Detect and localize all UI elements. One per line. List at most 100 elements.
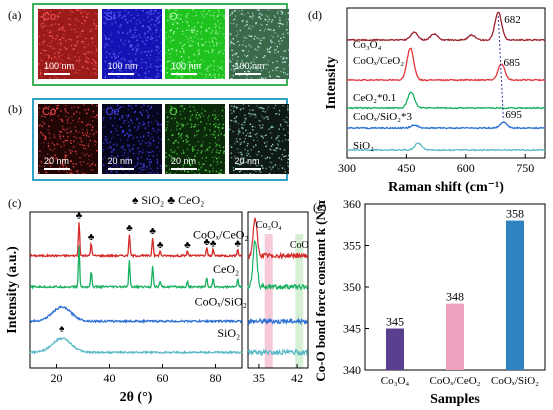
bar-value-label: 348 (446, 290, 464, 304)
raman-chart: 300 450 600 750 Raman shift (cm⁻¹) Intensity C… (324, 7, 546, 195)
x-tick-label: 42 (291, 371, 303, 385)
eds-map-tile: 100 nm (228, 9, 289, 79)
panel-label-e: (e) (313, 200, 327, 214)
scale-bar-label: 100 nm (107, 61, 138, 71)
x-tick-label: 300 (338, 161, 356, 175)
ceo2-peak-marker: ♣ (203, 237, 210, 248)
y-tick-label: 345 (343, 322, 361, 336)
eds-element-label: O (169, 106, 178, 118)
raman-series-line (346, 91, 546, 110)
eds-element-label: Ce (105, 106, 120, 118)
plot-frame (29, 211, 243, 369)
ceo2-peak-marker: ♣ (88, 232, 95, 243)
xrd-zoom-series-line (247, 240, 309, 291)
xrd-series-line (29, 245, 243, 290)
scale-bar-label: 20 nm (44, 156, 70, 166)
raman-series-line (346, 142, 546, 152)
scale-bar (44, 73, 70, 75)
ceo2-peak-marker: ♣ (184, 240, 191, 251)
x-tick-label: Co₃O₄ (381, 375, 410, 387)
x-tick-label: 80 (210, 371, 222, 385)
y-tick-label: 340 (343, 363, 361, 377)
scale-bar (171, 73, 197, 75)
series-label: CoOₓ/CeO₂ (353, 55, 404, 67)
series-label: Co₃O₄ (353, 39, 382, 51)
x-tick-label: 20 (51, 371, 63, 385)
panel-label-d: (d) (308, 8, 322, 22)
bar (386, 328, 404, 370)
x-tick-label: 60 (157, 371, 169, 385)
scale-bar-label: 20 nm (107, 156, 133, 166)
plot-frame (346, 7, 546, 159)
eds-map-tile: Co 100 nm (38, 9, 98, 79)
peak-annotation: 695 (505, 109, 522, 121)
scale-bar (107, 168, 134, 170)
series-label: CeO₂ (213, 262, 239, 276)
ceo2-peak-marker: ♣ (234, 238, 241, 249)
eds-map-tile: 20 nm (228, 104, 289, 174)
eds-map-tile: Si 100 nm (101, 9, 162, 79)
bar (506, 220, 524, 370)
eds-map-tile: O 20 nm (165, 104, 225, 174)
xrd-series-line (29, 305, 242, 324)
x-axis-label: Samples (430, 392, 480, 407)
x-tick-label: 40 (104, 371, 116, 385)
eds-map-panel-a: Co 100 nm Si 100 nm O 100 nm 100 nm (32, 3, 289, 86)
y-axis-label: Co-O bond force constant k (N/m) (313, 200, 328, 382)
series-label: CoOₓ/CeO₂ (193, 228, 249, 242)
eds-map-tile: Co 20 nm (38, 104, 98, 174)
xrd-zoom-series-line (247, 348, 309, 357)
series-label: SiO₂ (353, 140, 374, 152)
scale-bar (234, 73, 261, 75)
series-label: CoOₓ/SiO₂*3 (353, 111, 412, 123)
eds-element-label: Co (42, 11, 57, 23)
x-axis-label: Raman shift (cm⁻¹) (388, 180, 504, 195)
eds-map-tile: Ce 20 nm (101, 104, 162, 174)
ceo2-peak-marker: ♣ (210, 238, 217, 249)
xrd-series-line (29, 336, 243, 356)
x-tick-label: 35 (253, 371, 265, 385)
ceo2-peak-marker: ♣ (149, 226, 156, 237)
raman-series-line (346, 121, 546, 130)
y-axis-label: Intensity (324, 57, 339, 110)
co3o4-label: Co₃O₄ (256, 220, 282, 231)
y-tick-label: 350 (343, 280, 361, 294)
ceo2-peak-marker: ♣ (157, 240, 164, 251)
scale-bar-label: 20 nm (234, 156, 260, 166)
scale-bar-label: 100 nm (44, 61, 75, 71)
plot-frame (247, 211, 309, 369)
xrd-zoom-chart: Co₃O₄ CoO 35 42 (247, 211, 309, 385)
series-label: CeO₂*0.1 (353, 92, 396, 104)
series-label: SiO₂ (217, 326, 240, 340)
xrd-zoom-series-line (247, 317, 309, 326)
xrd-zoom-series-line (247, 217, 309, 260)
eds-element-label: O (169, 11, 178, 23)
ceo2-peak-marker: ♣ (76, 210, 83, 221)
y-tick-label: 360 (343, 200, 361, 211)
series-label: CoOₓ/SiO₂ (195, 295, 247, 309)
raman-series-line (346, 47, 545, 82)
coo-label: CoO (290, 240, 309, 251)
scale-bar (171, 168, 197, 170)
scale-bar (44, 168, 70, 170)
sio2-peak-marker: ♠ (59, 324, 65, 335)
x-tick-label: 600 (457, 161, 475, 175)
x-tick-label: CoOₓ/SiO₂ (491, 375, 539, 387)
scale-bar (234, 168, 261, 170)
raman-series-line (346, 11, 546, 42)
x-axis-label: 2θ (°) (120, 390, 153, 405)
x-tick-label: 750 (516, 161, 534, 175)
ceo2-peak-marker: ♣ (126, 223, 133, 234)
scale-bar-label: 100 nm (234, 61, 265, 71)
legend-entry: ♠ SiO₂ ♣ CeO₂ (132, 193, 204, 207)
bar (446, 303, 464, 370)
highlight-band (295, 234, 304, 368)
eds-map-panel-b: Co 20 nm Ce 20 nm O 20 nm 20 nm (32, 98, 289, 181)
peak-annotation: 682 (504, 14, 520, 26)
xrd-chart: 20 40 60 80 2θ (°) Intensity (a.u.) ♠ SiO₂ ♣ C… (5, 193, 249, 405)
xrd-series-line (29, 222, 242, 259)
panel-label-b: (b) (8, 102, 22, 116)
bar-value-label: 358 (506, 207, 524, 221)
force-constant-chart: 340 345 350 355 360 Co-O bond force constant … (313, 200, 546, 407)
eds-element-label: Si (105, 11, 116, 23)
